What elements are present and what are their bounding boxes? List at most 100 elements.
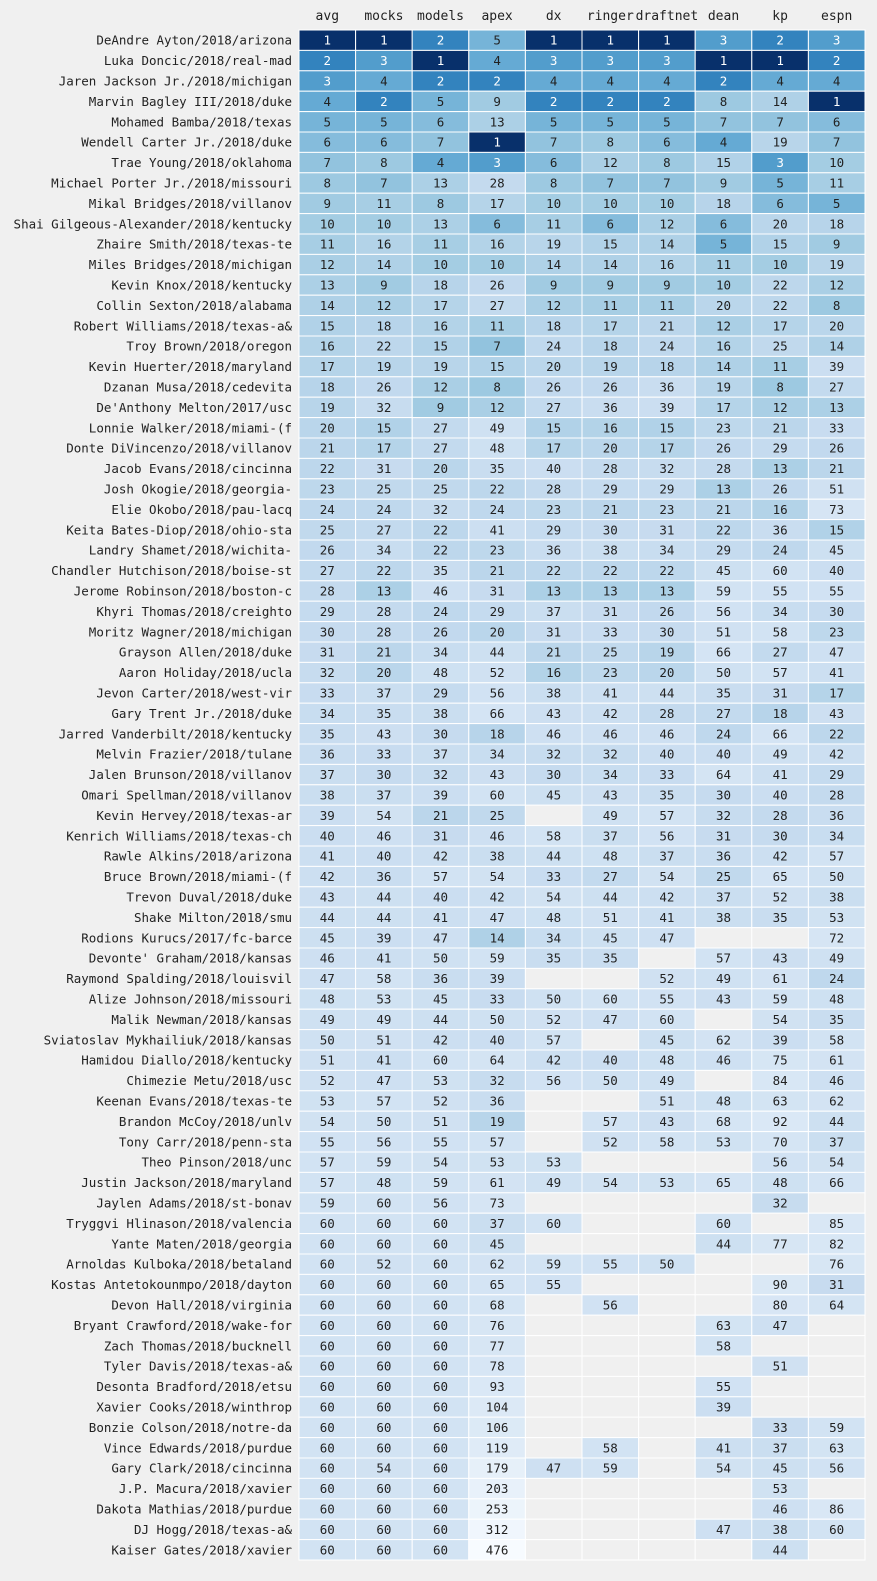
column-label-draftnet: draftnet bbox=[636, 9, 699, 24]
cell-value-label: 60 bbox=[433, 1481, 448, 1496]
cell-value-label: 28 bbox=[829, 788, 844, 803]
cell-value-label: 75 bbox=[773, 1053, 788, 1068]
cell-value-label: 52 bbox=[320, 1073, 335, 1088]
cell-value-label: 57 bbox=[546, 1032, 561, 1047]
row-label: Bryant Crawford/2018/wake-for bbox=[74, 1318, 293, 1333]
cell-value-label: 29 bbox=[320, 604, 335, 619]
cell-value-label: 7 bbox=[380, 176, 388, 191]
cell-value-label: 45 bbox=[433, 992, 448, 1007]
cell-value-label: 10 bbox=[376, 216, 391, 231]
cell-value-label: 54 bbox=[603, 1175, 618, 1190]
cell-value-label: 45 bbox=[659, 1032, 674, 1047]
cell-value-label: 42 bbox=[773, 849, 788, 864]
cell-value-label: 11 bbox=[433, 237, 448, 252]
cell-value-label: 7 bbox=[493, 339, 501, 354]
cell-value-label: 43 bbox=[376, 726, 391, 741]
cell-value-label: 43 bbox=[829, 706, 844, 721]
cell-value-label: 23 bbox=[490, 543, 505, 558]
cell-value-label: 26 bbox=[320, 543, 335, 558]
cell-value-label: 42 bbox=[659, 890, 674, 905]
cell-value-label: 60 bbox=[376, 1379, 391, 1394]
cell-value-label: 41 bbox=[773, 767, 788, 782]
cell-value-label: 10 bbox=[433, 257, 448, 272]
heatmap-cell-empty bbox=[638, 1355, 696, 1377]
cell-value-label: 37 bbox=[376, 686, 391, 701]
cell-value-label: 8 bbox=[833, 298, 841, 313]
cell-value-label: 2 bbox=[833, 53, 841, 68]
cell-value-label: 70 bbox=[773, 1134, 788, 1149]
cell-value-label: 18 bbox=[376, 318, 391, 333]
cell-value-label: 10 bbox=[546, 196, 561, 211]
cell-value-label: 11 bbox=[603, 298, 618, 313]
cell-value-label: 47 bbox=[433, 930, 448, 945]
heatmap-cell-empty bbox=[638, 1498, 696, 1520]
cell-value-label: 7 bbox=[833, 135, 841, 150]
cell-value-label: 27 bbox=[603, 869, 618, 884]
cell-value-label: 27 bbox=[773, 645, 788, 660]
row-label: Jacob Evans/2018/cincinna bbox=[104, 461, 292, 476]
row-label: Elie Okobo/2018/pau-lacq bbox=[111, 502, 292, 517]
cell-value-label: 19 bbox=[659, 645, 674, 660]
cell-value-label: 60 bbox=[376, 1216, 391, 1231]
cell-value-label: 64 bbox=[829, 1298, 844, 1313]
cell-value-label: 27 bbox=[433, 420, 448, 435]
cell-value-label: 179 bbox=[486, 1461, 509, 1476]
heatmap-cell-empty bbox=[524, 1335, 583, 1357]
cell-value-label: 33 bbox=[320, 686, 335, 701]
cell-value-label: 44 bbox=[659, 686, 674, 701]
cell-value-label: 54 bbox=[376, 808, 391, 823]
cell-value-label: 49 bbox=[659, 1073, 674, 1088]
cell-value-label: 44 bbox=[716, 1236, 731, 1251]
heatmap-cell-empty bbox=[751, 927, 809, 949]
cell-value-label: 55 bbox=[829, 584, 844, 599]
cell-value-label: 54 bbox=[829, 1155, 844, 1170]
cell-value-label: 34 bbox=[376, 543, 391, 558]
row-label: Devonte' Graham/2018/kansas bbox=[89, 951, 292, 966]
cell-value-label: 54 bbox=[376, 1461, 391, 1476]
cell-value-label: 19 bbox=[320, 400, 335, 415]
heatmap-cell-empty bbox=[581, 1314, 640, 1337]
cell-value-label: 33 bbox=[546, 869, 561, 884]
cell-value-label: 15 bbox=[829, 522, 844, 537]
cell-value-label: 30 bbox=[829, 604, 844, 619]
cell-value-label: 57 bbox=[433, 869, 448, 884]
cell-value-label: 5 bbox=[833, 196, 841, 211]
row-label: Keita Bates-Diop/2018/ohio-sta bbox=[66, 522, 292, 537]
cell-value-label: 46 bbox=[376, 828, 391, 843]
cell-value-label: 10 bbox=[773, 257, 788, 272]
cell-value-label: 52 bbox=[773, 890, 788, 905]
cell-value-label: 45 bbox=[773, 1461, 788, 1476]
cell-value-label: 48 bbox=[773, 1175, 788, 1190]
cell-value-label: 63 bbox=[829, 1440, 844, 1455]
cell-value-label: 37 bbox=[773, 1440, 788, 1455]
cell-value-label: 59 bbox=[546, 1257, 561, 1272]
cell-value-label: 15 bbox=[320, 318, 335, 333]
cell-value-label: 29 bbox=[773, 441, 788, 456]
cell-value-label: 48 bbox=[603, 849, 618, 864]
cell-value-label: 48 bbox=[659, 1053, 674, 1068]
heatmap-cell-empty bbox=[694, 1355, 753, 1377]
cell-value-label: 6 bbox=[550, 155, 558, 170]
cell-value-label: 5 bbox=[550, 114, 558, 129]
heatmap-cell-empty bbox=[751, 1335, 809, 1357]
cell-value-label: 27 bbox=[546, 400, 561, 415]
cell-value-label: 28 bbox=[320, 584, 335, 599]
row-label: Dakota Mathias/2018/purdue bbox=[96, 1502, 292, 1517]
cell-value-label: 42 bbox=[433, 1032, 448, 1047]
heatmap-cell-empty bbox=[638, 1233, 696, 1255]
cell-value-label: 37 bbox=[376, 788, 391, 803]
cell-value-label: 12 bbox=[433, 380, 448, 395]
cell-value-label: 51 bbox=[829, 482, 844, 497]
row-label: Jerome Robinson/2018/boston-c bbox=[74, 584, 292, 599]
cell-value-label: 59 bbox=[829, 1420, 844, 1435]
row-label: Michael Porter Jr./2018/missouri bbox=[51, 176, 292, 191]
heatmap-cell-empty bbox=[638, 1518, 696, 1541]
cell-value-label: 476 bbox=[486, 1542, 509, 1557]
cell-value-label: 40 bbox=[546, 461, 561, 476]
cell-value-label: 66 bbox=[829, 1175, 844, 1190]
cell-value-label: 6 bbox=[437, 114, 445, 129]
cell-value-label: 50 bbox=[603, 1073, 618, 1088]
cell-value-label: 60 bbox=[320, 1298, 335, 1313]
cell-value-label: 9 bbox=[663, 278, 671, 293]
cell-value-label: 60 bbox=[320, 1440, 335, 1455]
